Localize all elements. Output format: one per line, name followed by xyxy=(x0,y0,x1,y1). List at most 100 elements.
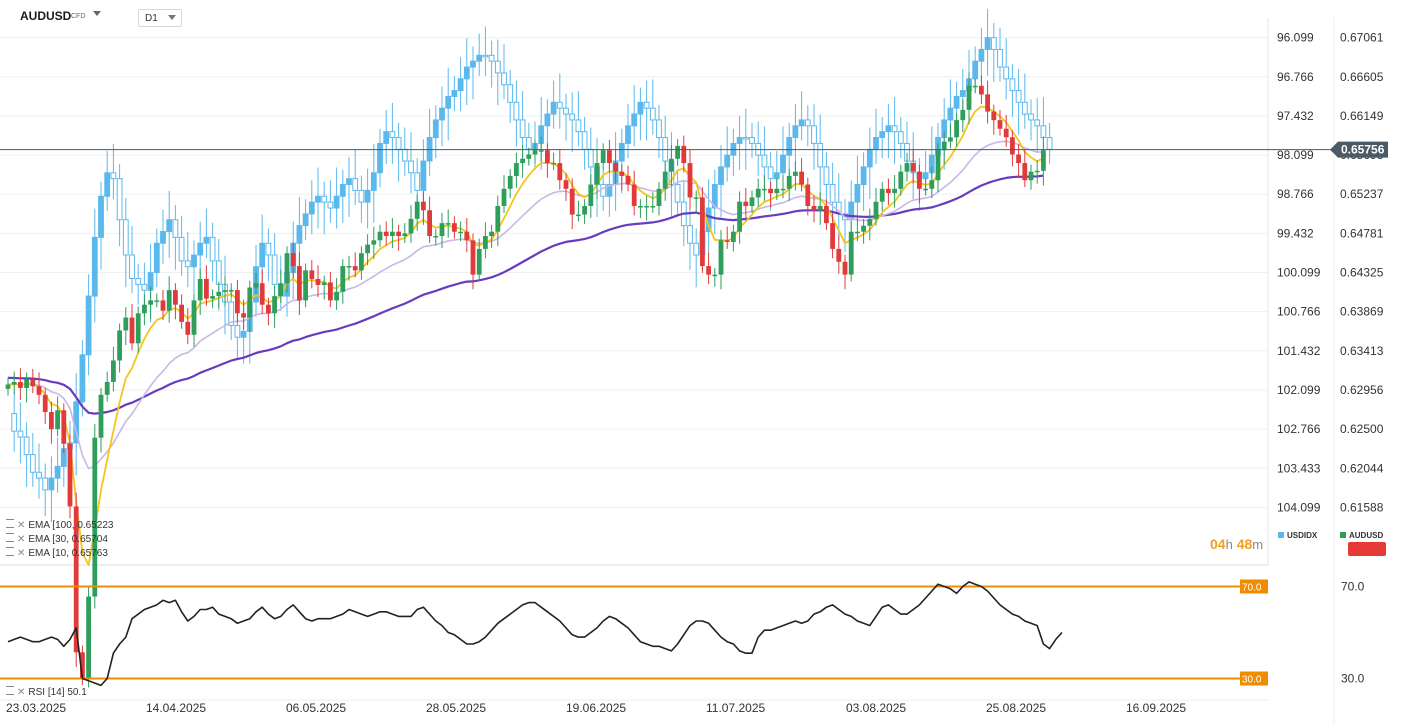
usdidx-candle xyxy=(141,283,148,291)
audusd-candle xyxy=(997,120,1003,129)
legend-ema-30[interactable]: ✕ EMA [30, 0.65704 xyxy=(6,533,108,545)
audusd-candle xyxy=(743,201,749,206)
close-icon[interactable]: ✕ xyxy=(17,687,26,698)
symbol-dropdown-caret-icon[interactable] xyxy=(93,11,101,16)
source-audusd[interactable]: AUDUSD xyxy=(1340,531,1383,540)
menu-icon[interactable] xyxy=(6,533,14,542)
menu-icon[interactable] xyxy=(6,519,14,528)
audusd-candle xyxy=(235,290,240,314)
audusd-candle xyxy=(352,266,358,271)
usdidx-candle xyxy=(234,324,241,338)
audusd-axis-label: 0.65237 xyxy=(1340,187,1384,201)
audusd-candle xyxy=(619,171,625,176)
usdidx-candle xyxy=(482,54,489,58)
usdidx-candle xyxy=(625,125,631,144)
close-icon[interactable]: ✕ xyxy=(17,520,26,531)
x-tick-label: 06.05.2025 xyxy=(286,701,346,715)
audusd-candle xyxy=(1010,137,1015,155)
usdidx-candle xyxy=(1021,101,1028,115)
audusd-candle xyxy=(1016,154,1021,164)
audusd-candle xyxy=(780,188,786,191)
legend-ema-10[interactable]: ✕ EMA [10, 0.65763 xyxy=(6,547,108,559)
symbol-label[interactable]: AUDUSD xyxy=(20,9,72,23)
sell-price-tag[interactable] xyxy=(1348,542,1386,556)
timeframe-select[interactable]: D1 xyxy=(138,9,182,27)
audusd-candle xyxy=(948,137,953,142)
usdidx-candle xyxy=(947,107,954,121)
audusd-candle xyxy=(297,266,302,301)
legend-rsi-label: RSI [14] xyxy=(28,687,65,698)
audusd-candle xyxy=(855,231,860,234)
audusd-axis-label: 0.66605 xyxy=(1340,70,1384,84)
audusd-candle xyxy=(594,163,600,185)
audusd-candle xyxy=(848,231,854,275)
usdidx-candle xyxy=(711,184,718,209)
audusd-candle xyxy=(92,437,98,597)
usdidx-candle xyxy=(873,137,879,150)
legend-rsi[interactable]: ✕ RSI [14] 50.1 xyxy=(6,686,87,698)
usdidx-candle xyxy=(302,213,309,227)
audusd-candle xyxy=(600,150,606,164)
close-icon[interactable]: ✕ xyxy=(17,534,26,545)
audusd-candle xyxy=(693,197,699,199)
audusd-candle xyxy=(179,304,184,322)
audusd-candle xyxy=(433,236,439,238)
usdidx-candle xyxy=(296,225,303,244)
usdidx-candle xyxy=(451,90,458,97)
audusd-axis-label: 0.63413 xyxy=(1340,344,1384,358)
audusd-candle xyxy=(824,205,829,224)
menu-icon[interactable] xyxy=(6,547,14,556)
rsi-level-tag-label: 30.0 xyxy=(1242,675,1262,686)
audusd-candle xyxy=(458,231,463,234)
usdidx-candle xyxy=(581,131,588,150)
legend-ema-100[interactable]: ✕ EMA [100, 0.65223 xyxy=(6,519,113,531)
audusd-candle xyxy=(830,223,835,249)
usdidx-candle xyxy=(1015,90,1022,103)
audusd-candle xyxy=(576,214,581,217)
audusd-candle xyxy=(272,296,277,314)
usdidx-candle xyxy=(228,301,235,326)
audusd-candle xyxy=(935,150,941,181)
audusd-candle xyxy=(489,231,494,237)
usdidx-candle xyxy=(470,60,476,68)
audusd-candle xyxy=(966,85,972,110)
audusd-candle xyxy=(638,205,643,208)
usdidx-candle xyxy=(600,184,607,197)
chevron-down-icon xyxy=(168,15,176,20)
source-usdidx-label: USDIDX xyxy=(1287,531,1318,540)
audusd-candle xyxy=(1034,170,1040,173)
usdidx-candle xyxy=(178,236,185,262)
audusd-candle xyxy=(241,313,246,318)
menu-icon[interactable] xyxy=(6,686,14,695)
audusd-candle xyxy=(923,188,928,191)
usdidx-candle xyxy=(352,178,359,191)
close-icon[interactable]: ✕ xyxy=(17,548,26,559)
countdown-hours: 04 xyxy=(1210,536,1226,552)
audusd-candle xyxy=(266,304,271,314)
audusd-candle xyxy=(278,283,284,297)
usdidx-candle xyxy=(265,242,272,256)
usdidx-candle xyxy=(866,148,873,168)
usdidx-candle xyxy=(736,137,743,144)
usdidx-candle xyxy=(550,101,557,115)
audusd-candle xyxy=(228,290,234,292)
usdidx-candle xyxy=(854,184,861,203)
timeframe-value: D1 xyxy=(145,13,158,24)
audusd-candle xyxy=(30,379,36,387)
usdidx-candle xyxy=(408,160,414,174)
audusd-candle xyxy=(991,111,997,121)
usdidx-candle xyxy=(674,184,681,203)
usdidx-candle xyxy=(860,166,867,186)
audusd-candle xyxy=(687,163,693,198)
audusd-axis-label: 0.62500 xyxy=(1340,422,1384,436)
countdown-minutes: 48 xyxy=(1236,536,1253,552)
source-usdidx[interactable]: USDIDX xyxy=(1278,531,1317,540)
usdidx-candle xyxy=(724,154,731,168)
audusd-candle xyxy=(842,261,848,275)
usdidx-candle xyxy=(804,119,811,127)
usdidx-candle xyxy=(891,125,898,133)
audusd-candle xyxy=(321,282,327,285)
audusd-candle xyxy=(712,274,718,277)
usdidx-candle xyxy=(346,178,352,186)
